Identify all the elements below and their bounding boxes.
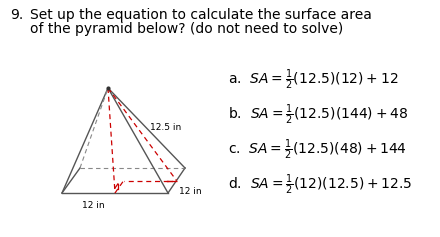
Text: 12 in: 12 in [179, 187, 202, 196]
Text: of the pyramid below? (do not need to solve): of the pyramid below? (do not need to so… [30, 22, 343, 36]
Text: a.  $SA = \frac{1}{2}(12.5)(12) + 12$: a. $SA = \frac{1}{2}(12.5)(12) + 12$ [228, 68, 398, 92]
Text: 12 in: 12 in [82, 201, 104, 210]
Text: 9.: 9. [10, 8, 23, 22]
Text: b.  $SA = \frac{1}{2}(12.5)(144) + 48$: b. $SA = \frac{1}{2}(12.5)(144) + 48$ [228, 103, 408, 127]
Text: d.  $SA = \frac{1}{2}(12)(12.5) + 12.5$: d. $SA = \frac{1}{2}(12)(12.5) + 12.5$ [228, 173, 412, 197]
Text: Set up the equation to calculate the surface area: Set up the equation to calculate the sur… [30, 8, 372, 22]
Text: 12.5 in: 12.5 in [150, 123, 181, 132]
Text: c.  $SA = \frac{1}{2}(12.5)(48) + 144$: c. $SA = \frac{1}{2}(12.5)(48) + 144$ [228, 138, 407, 162]
